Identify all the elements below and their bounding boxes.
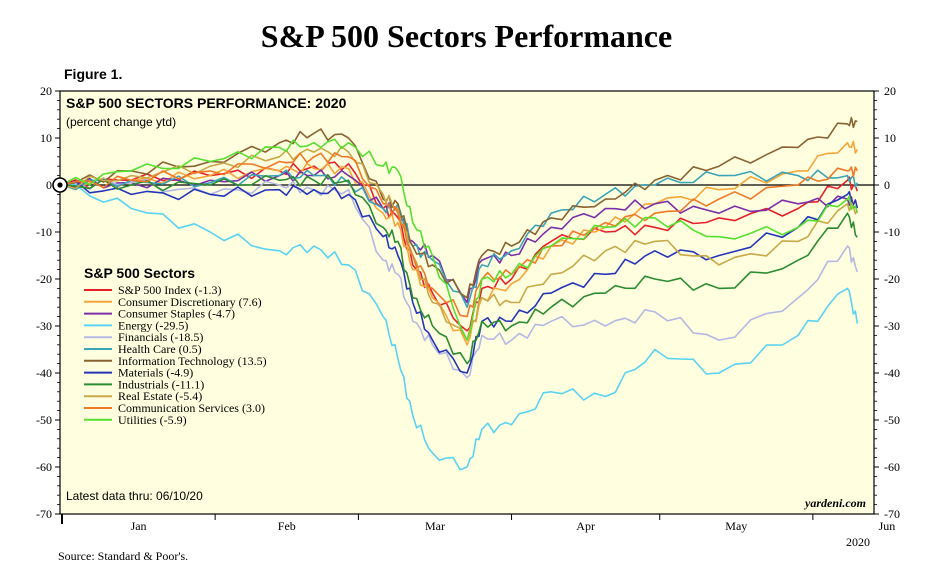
- chart-subtitle: (percent change ytd): [66, 115, 176, 129]
- legend-label: Information Technology (13.5): [118, 354, 267, 368]
- y-tick-label-right: -20: [884, 272, 900, 286]
- x-tick-label: Mar: [425, 519, 445, 533]
- x-tick-label: Jun: [879, 519, 896, 533]
- chart-title: S&P 500 SECTORS PERFORMANCE: 2020: [66, 95, 347, 111]
- source-note: Source: Standard & Poor's.: [58, 549, 189, 563]
- y-tick-label-left: -70: [36, 507, 52, 521]
- legend-label: Energy (-29.5): [118, 318, 188, 332]
- series-line: [61, 138, 859, 341]
- y-tick-label-left: 10: [40, 131, 52, 145]
- y-axis-left: 20 10 0 -10 -20 -30 -40 -50 -60 -70: [36, 84, 60, 521]
- legend-label: Materials (-4.9): [118, 366, 193, 380]
- series-line: [61, 161, 859, 332]
- legend: S&P 500 Index (-1.3)Consumer Discretiona…: [84, 283, 267, 427]
- year-label: 2020: [846, 535, 870, 549]
- latest-data-note: Latest data thru: 06/10/20: [66, 489, 203, 503]
- y-tick-label-left: -40: [36, 366, 52, 380]
- x-tick-label: Feb: [278, 519, 296, 533]
- x-axis: Jan Feb Mar Apr May Jun: [61, 514, 896, 533]
- legend-label: S&P 500 Index (-1.3): [118, 283, 222, 297]
- y-tick-label-right: 0: [884, 178, 890, 192]
- figure-label: Figure 1.: [64, 66, 123, 82]
- x-tick-label: May: [725, 519, 747, 533]
- legend-label: Real Estate (-5.4): [118, 389, 202, 403]
- series-line: [61, 169, 858, 304]
- start-marker-icon: [52, 177, 68, 193]
- series-group: [61, 116, 859, 471]
- y-tick-label-left: -30: [36, 319, 52, 333]
- series-line: [61, 169, 859, 309]
- legend-label: Utilities (-5.9): [118, 413, 187, 427]
- x-tick-label: Jan: [131, 519, 147, 533]
- series-line: [61, 180, 859, 374]
- watermark: yardeni.com: [803, 496, 866, 510]
- y-tick-label-right: -50: [884, 413, 900, 427]
- legend-title: S&P 500 Sectors: [84, 265, 195, 281]
- y-tick-label-left: -50: [36, 413, 52, 427]
- y-tick-label-right: 20: [884, 84, 896, 98]
- x-tick-label: Apr: [576, 519, 595, 533]
- y-tick-label-right: -70: [884, 507, 900, 521]
- y-tick-label-left: -20: [36, 272, 52, 286]
- series-line: [61, 152, 859, 318]
- legend-label: Health Care (0.5): [118, 342, 202, 356]
- legend-label: Communication Services (3.0): [118, 401, 265, 415]
- legend-label: Consumer Discretionary (7.6): [118, 295, 262, 309]
- y-tick-label-right: 10: [884, 131, 896, 145]
- y-tick-label-left: -60: [36, 460, 52, 474]
- y-tick-label-right: -40: [884, 366, 900, 380]
- y-axis-right: 20 10 0 -10 -20 -30 -40 -50 -60 -70: [874, 84, 900, 521]
- legend-label: Consumer Staples (-4.7): [118, 307, 235, 321]
- legend-label: Financials (-18.5): [118, 330, 203, 344]
- y-tick-label-right: -30: [884, 319, 900, 333]
- y-tick-label-left: 20: [40, 84, 52, 98]
- series-line: [61, 174, 858, 365]
- series-line: [61, 183, 859, 471]
- y-tick-label-left: -10: [36, 225, 52, 239]
- y-tick-label-left: 0: [46, 178, 52, 192]
- y-tick-label-right: -10: [884, 225, 900, 239]
- series-line: [61, 116, 858, 299]
- y-tick-label-right: -60: [884, 460, 900, 474]
- legend-label: Industrials (-11.1): [118, 377, 204, 391]
- series-line: [61, 177, 859, 379]
- page-title: S&P 500 Sectors Performance: [260, 18, 673, 54]
